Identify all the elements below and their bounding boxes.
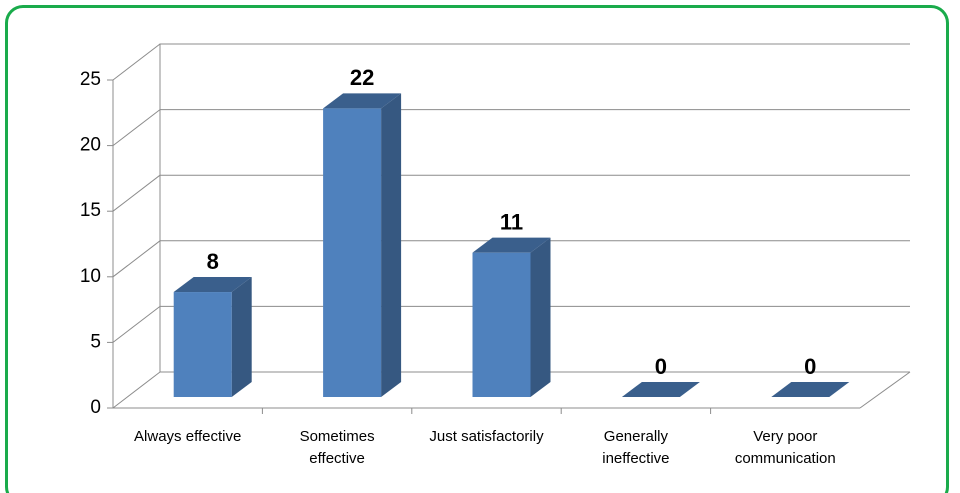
bar-top <box>472 237 551 253</box>
y-tick-label: 20 <box>80 135 101 156</box>
grid-line <box>112 371 161 409</box>
data-label: 8 <box>207 249 219 274</box>
bar <box>472 252 531 397</box>
x-tick-label: Always effective <box>134 428 242 445</box>
bar-top <box>621 382 700 397</box>
x-tick-label: Generally ineffective <box>602 428 670 467</box>
bar-side <box>231 277 252 397</box>
y-tick-label: 15 <box>80 200 101 221</box>
bar <box>323 108 382 398</box>
bar-top <box>173 277 252 293</box>
grid-line <box>112 109 161 146</box>
bar-top <box>771 382 850 397</box>
data-label: 0 <box>804 354 816 379</box>
y-tick-label: 10 <box>80 266 101 287</box>
data-label: 0 <box>655 354 667 379</box>
y-tick-label: 25 <box>80 69 101 90</box>
x-tick-label: Very poor communication <box>734 428 836 467</box>
x-tick-label: Sometimes effective <box>299 428 375 467</box>
y-tick-label: 5 <box>90 331 101 352</box>
floor-edge <box>859 371 911 409</box>
data-label: 22 <box>350 65 374 90</box>
grid-line <box>112 240 161 278</box>
y-tick-label: 0 <box>90 397 101 418</box>
chart-frame <box>5 5 949 493</box>
data-label: 11 <box>500 209 523 234</box>
grid-line <box>112 43 161 81</box>
grid-line <box>112 306 161 343</box>
grid-line <box>112 174 161 212</box>
bar-side <box>381 93 402 398</box>
x-tick-label: Just satisfactorily <box>429 428 544 445</box>
bar <box>173 292 232 397</box>
bar-top <box>323 93 402 109</box>
bar-side <box>530 237 551 397</box>
